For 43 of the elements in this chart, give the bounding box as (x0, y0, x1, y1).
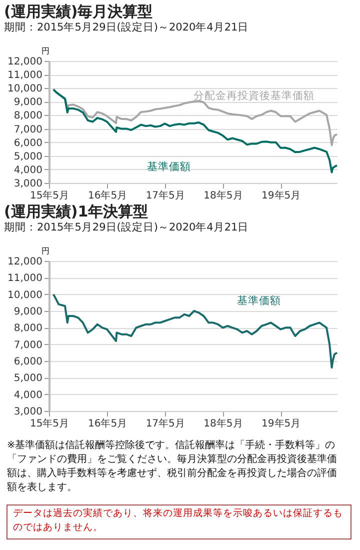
x-tick-label: 15年5月 (30, 418, 70, 430)
text: データは過去の実績であり、将来の運用成果等を示唆あるいは保証するものではありません。 (13, 507, 343, 533)
y-tick-label: 9,000 (14, 306, 42, 318)
x-tick-label: 16年5月 (88, 418, 128, 430)
y-tick-label: 10,000 (8, 84, 42, 95)
x-tick-label: 17年5月 (146, 418, 185, 430)
x-tick-label: 19年5月 (262, 190, 301, 202)
y-tick-label: 6,000 (14, 138, 42, 149)
y-tick-label: 4,000 (14, 390, 42, 401)
y-tick-label: 9,000 (14, 97, 42, 108)
y-tick-label: 12,000 (8, 256, 42, 268)
y-tick-label: 8,000 (14, 110, 42, 122)
y-tick-label: 5,000 (14, 373, 42, 384)
y-tick-label: 10,000 (8, 290, 42, 301)
chart-subtitle: 期間：2015年5月29日(設定日)～2020年4月21日 (4, 220, 249, 234)
x-tick-label: 16年5月 (88, 190, 128, 202)
chart-title: (運用実績)1年決算型 (4, 202, 148, 220)
x-tick-label: 18年5月 (204, 418, 243, 430)
x-tick-label: 18年5月 (204, 190, 243, 202)
chart-subtitle: 期間：2015年5月29日(設定日)～2020年4月21日 (4, 20, 249, 34)
y-tick-label: 7,000 (14, 124, 42, 136)
line-series (52, 88, 338, 174)
y-tick-label: 3,000 (14, 406, 42, 418)
y-tick-label: 6,000 (14, 356, 42, 368)
y-tick-label: 11,000 (8, 273, 42, 284)
y-axis-title: 円 (42, 246, 50, 256)
y-tick-label: 3,000 (14, 178, 42, 190)
y-tick-label: 12,000 (8, 56, 42, 68)
text: ※基準価額は信託報酬等控除後です。信託報酬率は「手続・手数料等」の「ファンドの費用」をご覧ください。毎月決算型の分配金再投資後基準価額は、購入時手数料等を考慮せず、税引前分配金を再投資した場合の評価額を表します。 (7, 439, 337, 493)
y-tick-label: 8,000 (14, 323, 42, 334)
series-label: 基準価額 (237, 294, 281, 307)
text: 基準価額 (147, 160, 191, 173)
y-tick-label: 11,000 (8, 70, 42, 82)
x-tick-label: 17年5月 (146, 190, 185, 202)
series-label: 分配金再投資後基準価額 (194, 89, 314, 102)
chart-title: (運用実績)毎月決算型 (4, 2, 153, 20)
line-series (52, 293, 338, 369)
y-tick-label: 7,000 (14, 340, 42, 351)
y-tick-label: 5,000 (14, 151, 42, 162)
y-axis-title: 円 (42, 46, 50, 56)
x-tick-label: 19年5月 (262, 418, 301, 430)
x-tick-label: 15年5月 (30, 190, 70, 202)
y-tick-label: 4,000 (14, 164, 42, 176)
